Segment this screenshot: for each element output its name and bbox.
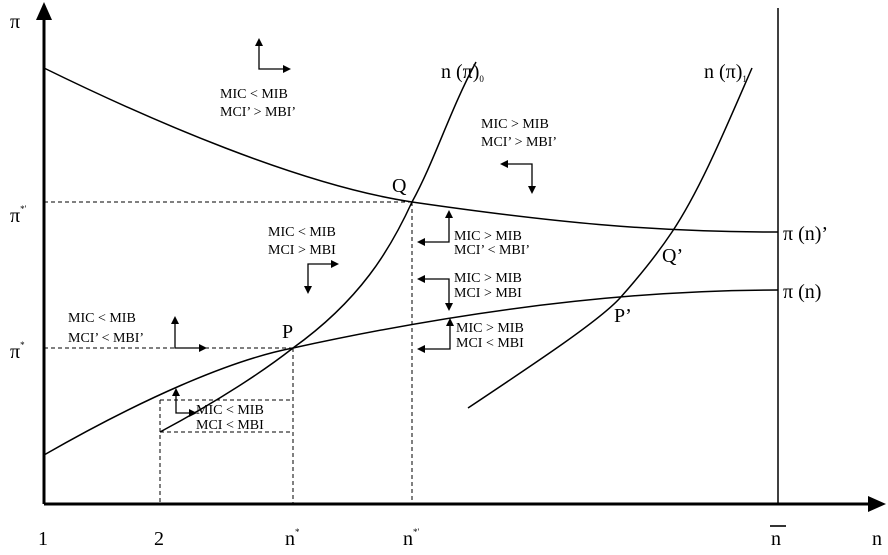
x-axis-arrowhead — [868, 496, 886, 512]
region-mid-right-upper-line1: MIC > MIB — [454, 229, 522, 244]
direction-arrows — [171, 38, 536, 417]
arrow-mid-right-lower — [422, 322, 451, 350]
arrow-mid-left-down-head — [304, 286, 312, 294]
arrow-mid-right-lower-up-head — [446, 318, 454, 326]
n-pi-1-curve — [467, 67, 753, 409]
n-pi-1-label: n (π)1 — [704, 61, 747, 84]
pi-n-curve — [43, 289, 779, 456]
pi-n-prime-label: π (n)’ — [783, 223, 828, 245]
point-p-label: P — [282, 321, 293, 343]
arrow-mid-right-upper — [422, 214, 450, 243]
arrow-mid-left — [307, 263, 334, 290]
arrow-top-right-down-head — [528, 186, 536, 194]
curve-labels: n (π)0 n (π)1 π (n)’ π (n) — [441, 61, 828, 303]
pi-n-label: π (n) — [783, 281, 821, 303]
x-tick-labels: 1 2 n* n*' n — [38, 525, 786, 550]
arrow-top-left-up-head — [255, 38, 263, 46]
y-axis-arrowhead — [36, 2, 52, 20]
arrow-top-right-left-head — [500, 160, 508, 168]
region-left-line1: MIC < MIB — [68, 311, 136, 326]
y-tick-pi-star: π* — [10, 340, 25, 363]
y-tick-labels: π*' π* — [10, 204, 27, 363]
region-mid-right-middle-line1: MIC > MIB — [454, 271, 522, 286]
dashed-guides — [44, 201, 413, 504]
arrow-bottom-right-head — [189, 409, 197, 417]
region-top-right-line1: MIC > MIB — [481, 117, 549, 132]
arrow-top-left — [258, 42, 286, 70]
x-tick-two: 2 — [154, 528, 164, 550]
axes: π n — [10, 2, 886, 550]
region-bottom-line1: MIC < MIB — [196, 403, 264, 418]
arrow-mid-right-middle-down-head — [445, 303, 453, 311]
arrow-mid-right-middle-left-head — [417, 275, 425, 283]
curves — [43, 61, 779, 456]
arrow-left-up-head — [171, 316, 179, 324]
region-top-right-line2: MCI’ > MBI’ — [481, 135, 557, 150]
point-q-label: Q — [392, 175, 407, 197]
x-tick-n-star: n* — [285, 527, 300, 550]
point-p-prime-label: P’ — [614, 305, 632, 327]
arrow-left-right-head — [199, 344, 207, 352]
arrow-mid-right-upper-left-head — [417, 238, 425, 246]
region-top-left-line2: MCI’ > MBI’ — [220, 105, 296, 120]
x-tick-n-star-prime: n*' — [403, 527, 420, 550]
region-mid-left-line1: MIC < MIB — [268, 225, 336, 240]
region-top-left-line1: MIC < MIB — [220, 87, 288, 102]
region-labels: MIC < MIB MCI’ > MBI’ MIC > MIB MCI’ > M… — [68, 87, 557, 433]
arrow-mid-right-middle — [422, 278, 450, 306]
arrow-mid-left-right-head — [331, 260, 339, 268]
region-mid-right-middle-line2: MCI > MBI — [454, 286, 522, 301]
y-tick-pi-star-prime: π*' — [10, 204, 27, 227]
point-labels: Q Q’ P P’ — [282, 175, 683, 343]
point-q-prime-label: Q’ — [662, 245, 683, 267]
region-mid-right-upper-line2: MCI’ < MBI’ — [454, 243, 530, 258]
region-bottom-line2: MCI < MBI — [196, 418, 264, 433]
arrow-top-left-right-head — [283, 65, 291, 73]
n-pi-0-label: n (π)0 — [441, 61, 484, 84]
region-left-line2: MCI’ < MBI’ — [68, 331, 144, 346]
x-tick-n-bar: n — [771, 528, 781, 550]
pi-n-prime-curve — [43, 67, 779, 233]
region-mid-left-line2: MCI > MBI — [268, 243, 336, 258]
arrow-bottom-up-head — [172, 388, 180, 396]
x-axis-label: n — [872, 528, 882, 550]
arrow-bottom — [175, 392, 192, 414]
arrow-mid-right-lower-left-head — [417, 345, 425, 353]
x-tick-one: 1 — [38, 528, 48, 550]
region-mid-right-lower-line1: MIC > MIB — [456, 321, 524, 336]
y-axis-label: π — [10, 11, 20, 33]
arrow-top-right — [505, 163, 533, 189]
arrow-left — [174, 320, 202, 349]
n-pi-0-curve — [159, 61, 477, 433]
region-mid-right-lower-line2: MCI < MBI — [456, 336, 524, 351]
arrow-mid-right-upper-up-head — [445, 210, 453, 218]
